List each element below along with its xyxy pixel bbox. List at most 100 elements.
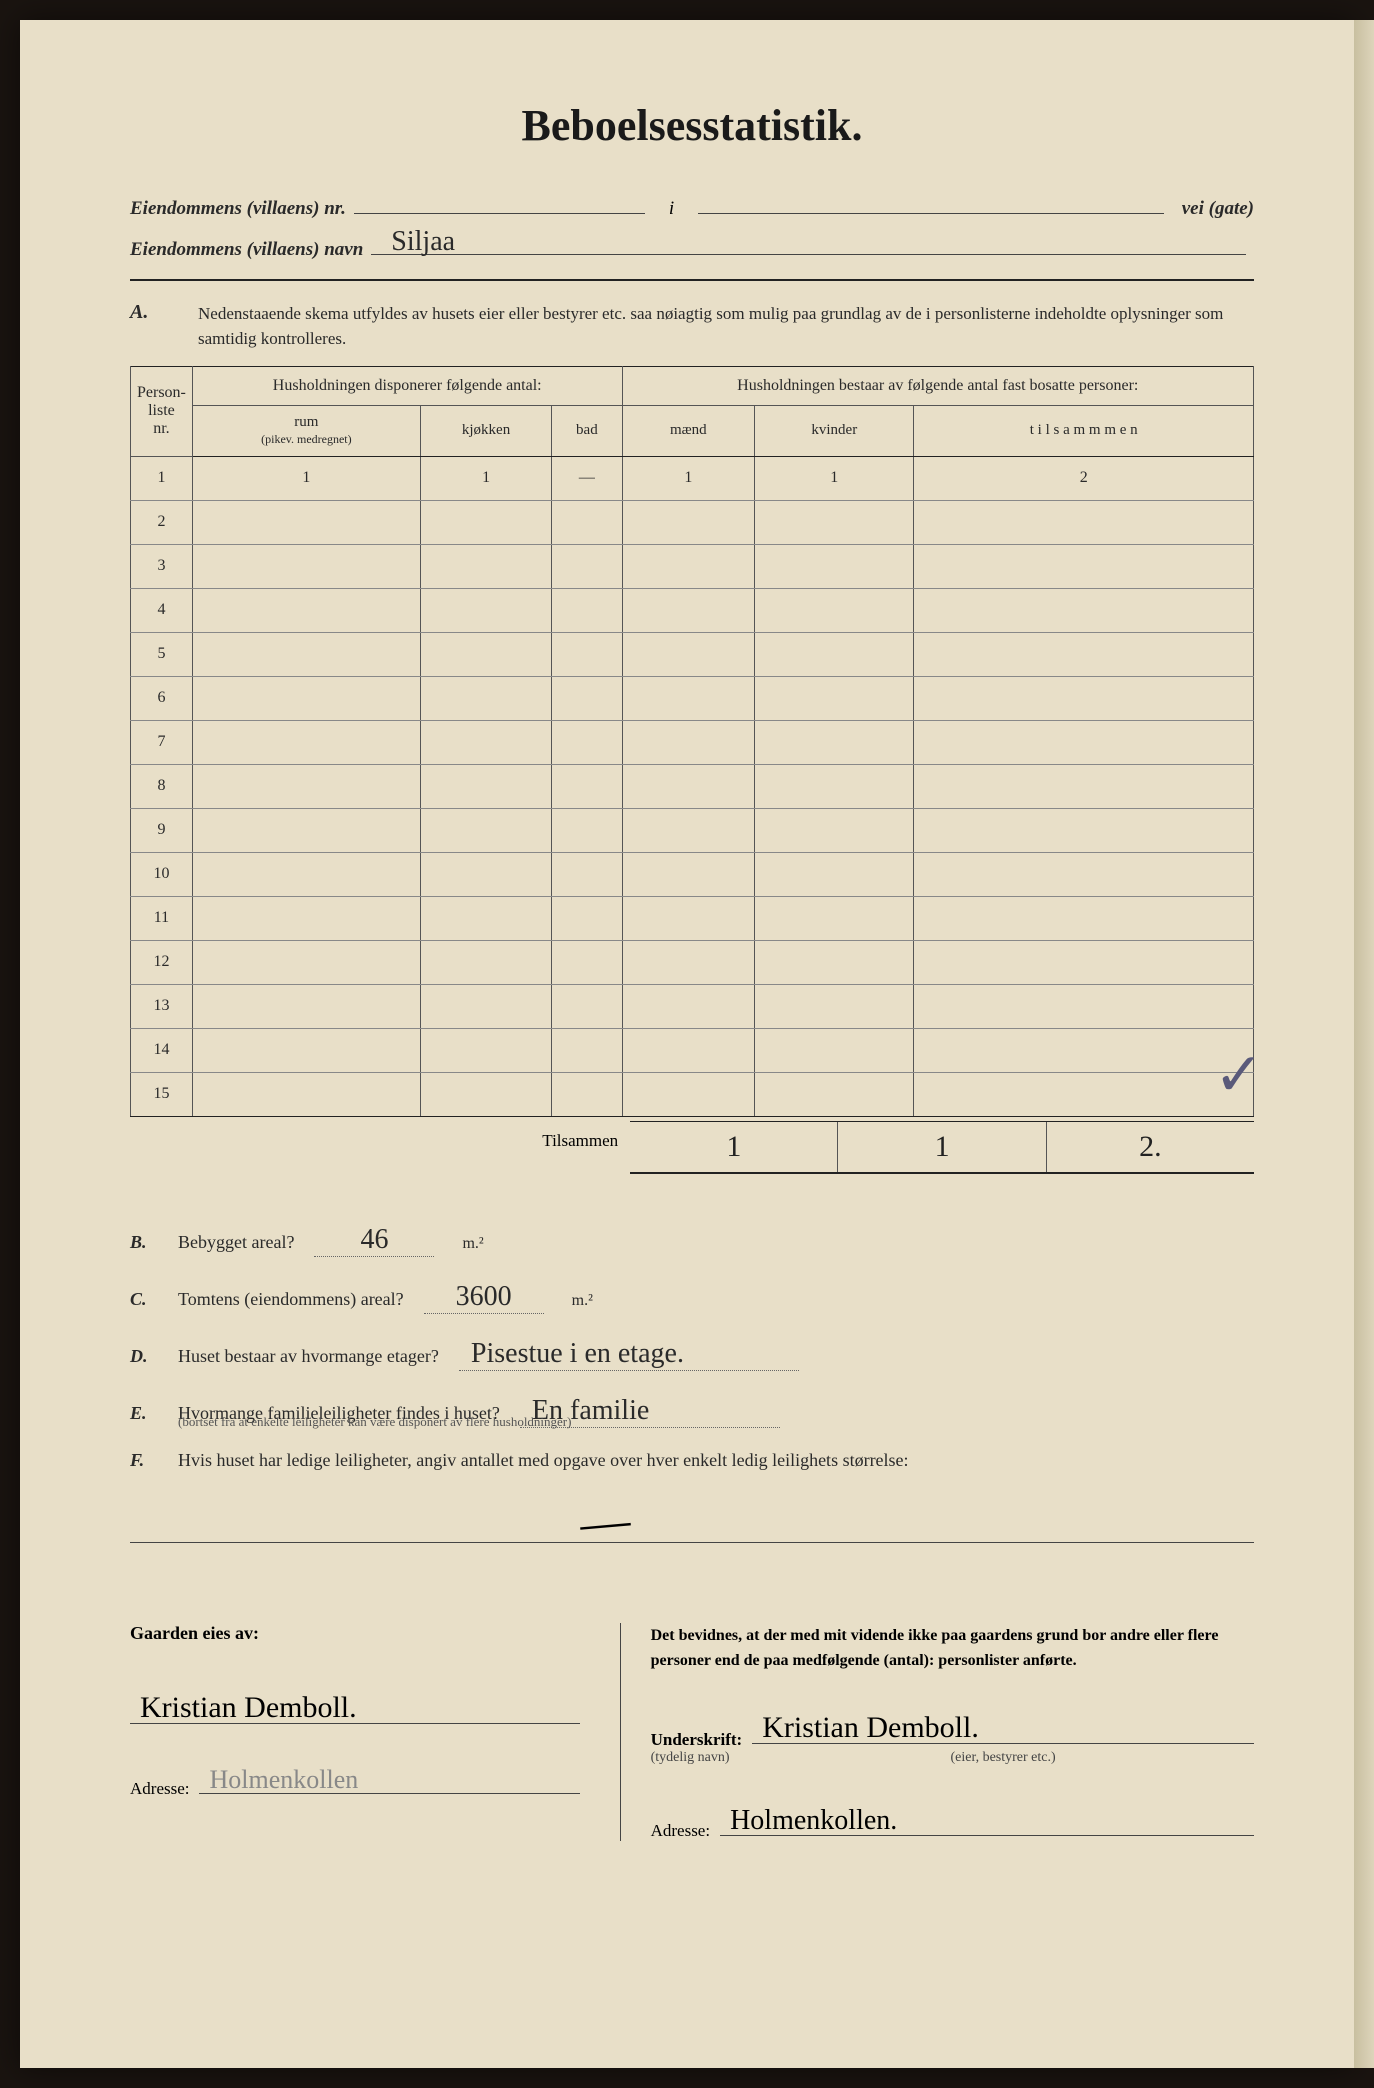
page-title: Beboelsesstatistik.: [130, 100, 1254, 151]
totals-row: Tilsammen 1 1 2.: [130, 1121, 1254, 1174]
cell-maend: [622, 1028, 755, 1072]
cell-kvinder: [755, 1072, 914, 1116]
cell-maend: [622, 500, 755, 544]
cell-kjokken: 1: [420, 456, 551, 500]
row-num: 10: [131, 852, 193, 896]
q-f-slash: —: [577, 1490, 632, 1552]
table-row: 4: [131, 588, 1254, 632]
table-row: 7: [131, 720, 1254, 764]
vei-label: vei (gate): [1182, 198, 1254, 220]
cell-maend: [622, 588, 755, 632]
q-f-letter: F.: [130, 1450, 158, 1471]
header-right: Husholdningen bestaar av følgende antal …: [622, 366, 1253, 405]
cell-maend: 1: [622, 456, 755, 500]
question-b: B. Bebygget areal? 46 m.²: [130, 1224, 1254, 1257]
cell-kvinder: [755, 500, 914, 544]
cell-maend: [622, 940, 755, 984]
q-b-letter: B.: [130, 1232, 158, 1253]
cell-rum: [192, 1072, 420, 1116]
cell-bad: [552, 632, 622, 676]
owner-signature: Kristian Demboll.: [140, 1691, 357, 1725]
q-e-sub: (bortset fra at enkelte leiligheter kan …: [178, 1414, 598, 1430]
table-row: 10: [131, 852, 1254, 896]
cell-kvinder: [755, 808, 914, 852]
row-num: 5: [131, 632, 193, 676]
cell-kjokken: [420, 500, 551, 544]
cell-bad: [552, 1072, 622, 1116]
owner-label: Gaarden eies av:: [130, 1623, 580, 1644]
table-row: 15: [131, 1072, 1254, 1116]
col-tilsammen: t i l s a m m m e n: [914, 405, 1254, 456]
attest-text: Det bevidnes, at der med mit vidende ikk…: [651, 1623, 1254, 1674]
col-bad: bad: [552, 405, 622, 456]
cell-kvinder: [755, 632, 914, 676]
cell-tilsammen: [914, 588, 1254, 632]
cell-rum: [192, 500, 420, 544]
property-nr-field: [354, 191, 645, 214]
cell-maend: [622, 720, 755, 764]
row-num: 2: [131, 500, 193, 544]
underskrift-line: Kristian Demboll.: [752, 1704, 1254, 1744]
cell-bad: [552, 676, 622, 720]
cell-kjokken: [420, 632, 551, 676]
question-f: F. Hvis huset har ledige leiligheter, an…: [130, 1450, 1254, 1471]
table-row: 8: [131, 764, 1254, 808]
cell-kjokken: [420, 588, 551, 632]
cell-bad: [552, 1028, 622, 1072]
cell-bad: [552, 588, 622, 632]
q-b-text: Bebygget areal?: [178, 1232, 294, 1253]
right-address-value: Holmenkollen.: [730, 1805, 897, 1837]
cell-bad: [552, 720, 622, 764]
cell-bad: [552, 544, 622, 588]
cell-tilsammen: [914, 984, 1254, 1028]
cell-rum: [192, 896, 420, 940]
table-row: 3: [131, 544, 1254, 588]
row-num: 11: [131, 896, 193, 940]
household-table: Person- liste nr. Husholdningen disponer…: [130, 366, 1254, 1117]
q-e-letter: E.: [130, 1403, 158, 1424]
table-row: 5: [131, 632, 1254, 676]
cell-kvinder: [755, 1028, 914, 1072]
i-separator: i: [653, 198, 690, 220]
footer: Gaarden eies av: Kristian Demboll. Adres…: [130, 1623, 1254, 1841]
col-kvinder: kvinder: [755, 405, 914, 456]
cell-rum: 1: [192, 456, 420, 500]
cell-kvinder: [755, 852, 914, 896]
cell-maend: [622, 984, 755, 1028]
questions-section: B. Bebygget areal? 46 m.² C. Tomtens (ei…: [130, 1224, 1254, 1543]
table-row: 13: [131, 984, 1254, 1028]
cell-tilsammen: [914, 632, 1254, 676]
cell-tilsammen: [914, 808, 1254, 852]
cell-rum: [192, 632, 420, 676]
row-num: 12: [131, 940, 193, 984]
cell-tilsammen: [914, 940, 1254, 984]
cell-tilsammen: [914, 720, 1254, 764]
cell-tilsammen: [914, 852, 1254, 896]
underskrift-value: Kristian Demboll.: [762, 1711, 979, 1745]
cell-rum: [192, 1028, 420, 1072]
street-field: [698, 191, 1164, 214]
cell-kvinder: [755, 984, 914, 1028]
property-name-label: Eiendommens (villaens) navn: [130, 239, 363, 261]
cell-rum: [192, 544, 420, 588]
table-row: 14: [131, 1028, 1254, 1072]
underskrift-caption-left: (tydelig navn): [651, 1750, 743, 1766]
q-b-value: 46: [314, 1224, 434, 1257]
cell-kjokken: [420, 764, 551, 808]
table-row: 12: [131, 940, 1254, 984]
header-left: Husholdningen disponerer følgende antal:: [192, 366, 622, 405]
cell-kjokken: [420, 1072, 551, 1116]
footer-left: Gaarden eies av: Kristian Demboll. Adres…: [130, 1623, 580, 1841]
cell-maend: [622, 544, 755, 588]
col-person-header: Person- liste nr.: [131, 366, 193, 456]
left-address-row: Adresse: Holmenkollen: [130, 1764, 580, 1799]
cell-kjokken: [420, 1028, 551, 1072]
row-num: 13: [131, 984, 193, 1028]
q-c-letter: C.: [130, 1289, 158, 1310]
cell-kvinder: [755, 764, 914, 808]
q-c-unit: m.²: [572, 1292, 593, 1310]
property-nr-label: Eiendommens (villaens) nr.: [130, 198, 346, 220]
cell-maend: [622, 1072, 755, 1116]
total-kvinder: 1: [837, 1122, 1045, 1172]
row-num: 9: [131, 808, 193, 852]
